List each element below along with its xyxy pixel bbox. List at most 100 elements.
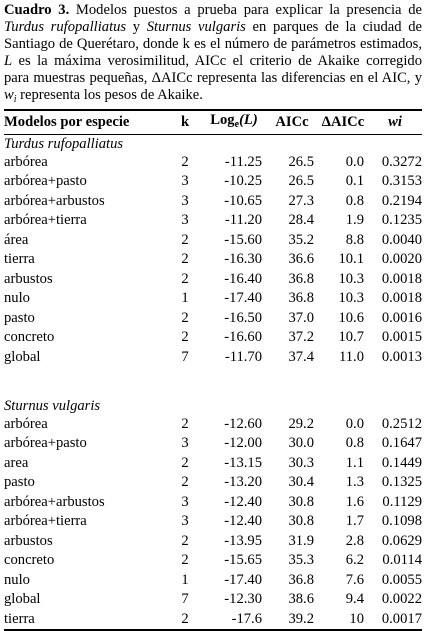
cell-daicc: 10.7 (338, 329, 364, 346)
cell-wi: 0.1449 (381, 454, 422, 471)
group-spacer (4, 367, 422, 397)
cell-aicc: 26.5 (288, 154, 314, 170)
cell-daicc: 0.0 (345, 154, 364, 170)
cell-log: -12.30 (224, 591, 262, 608)
cell-model: arbórea+tierra (4, 212, 87, 229)
species-name: Turdus rufopalliatus (4, 136, 124, 152)
table-row: área 2 -15.60 35.2 8.8 0.0040 (4, 231, 422, 250)
cell-model: area (4, 454, 29, 471)
cell-k: 2 (181, 270, 189, 287)
header-row: Modelos por especie k Loge(L) AICc ΔAICc… (4, 109, 422, 135)
cell-daicc: 1.3 (345, 474, 364, 491)
cell-daicc: 10.3 (338, 270, 364, 287)
cell-wi: 0.0055 (381, 571, 422, 588)
cell-log: -15.65 (224, 552, 262, 569)
cell-daicc: 11.0 (339, 348, 364, 365)
cell-log: -10.25 (224, 173, 262, 190)
cell-model: concreto (4, 552, 55, 569)
table-row: tierra 2 -16.30 36.6 10.1 0.0020 (4, 250, 422, 269)
cell-wi: 0.0017 (368, 609, 422, 631)
cell-daicc: 1.6 (345, 493, 364, 510)
cell-model: pasto (4, 474, 35, 491)
cell-aicc: 37.2 (288, 329, 314, 346)
cell-wi: 0.2512 (381, 415, 422, 432)
cell-model: arbórea (4, 415, 48, 432)
cell-log: -13.95 (224, 532, 262, 549)
cell-log: -17.40 (224, 571, 262, 588)
cell-model: área (4, 231, 29, 248)
cell-aicc: 29.2 (288, 415, 314, 432)
cell-aicc: 30.8 (288, 513, 314, 530)
species-name: Turdus rufopalliatus (4, 19, 127, 35)
table-row: pasto 2 -16.50 37.0 10.6 0.0016 (4, 309, 422, 328)
cell-log: -11.25 (224, 154, 262, 170)
cell-model: nulo (4, 571, 30, 588)
cell-k: 3 (181, 493, 189, 510)
cell-daicc: 0.0 (345, 415, 364, 432)
cell-log: -11.20 (224, 212, 262, 229)
species-group-header: Turdus rufopalliatus (4, 135, 422, 154)
cell-model: pasto (4, 309, 35, 326)
header-k: k (168, 109, 202, 135)
cell-log: -10.65 (224, 192, 262, 209)
header-model: Modelos por especie (4, 109, 168, 135)
cell-daicc: 0.1 (345, 173, 364, 190)
cell-wi: 0.0040 (381, 231, 422, 248)
cell-k: 7 (181, 591, 189, 608)
cell-k: 3 (181, 192, 189, 209)
table-body: Turdus rufopalliatus arbórea 2 -11.25 26.5 0.… (4, 135, 422, 631)
cell-log: -13.20 (224, 474, 262, 491)
cell-wi: 0.1098 (381, 513, 422, 530)
cell-wi: 0.1647 (381, 435, 422, 452)
cell-wi: 0.0018 (381, 270, 422, 287)
cell-k: 2 (181, 251, 189, 268)
cell-daicc: 10 (318, 609, 368, 631)
cell-daicc: 9.4 (345, 591, 364, 608)
cell-k: 2 (181, 154, 189, 170)
cell-log: -12.40 (224, 513, 262, 530)
cell-log: -11.70 (224, 348, 262, 365)
table-row: arbórea 2 -12.60 29.2 0.0 0.2512 (4, 415, 422, 434)
cell-daicc: 1.9 (345, 212, 364, 229)
cell-wi: 0.3272 (381, 154, 422, 170)
cell-aicc: 30.3 (288, 454, 314, 471)
cell-aicc: 26.5 (288, 173, 314, 190)
cell-daicc: 2.8 (345, 532, 364, 549)
cell-daicc: 6.2 (345, 552, 364, 569)
cell-log: -15.60 (224, 231, 262, 248)
cell-wi: 0.3153 (381, 173, 422, 190)
cell-k: 1 (181, 290, 189, 307)
header-aicc: AICc (266, 109, 318, 135)
cell-aicc: 37.4 (288, 348, 314, 365)
cell-model: arbórea+pasto (4, 173, 87, 190)
cell-k: 3 (181, 435, 189, 452)
cell-wi: 0.0114 (382, 552, 422, 569)
cell-wi: 0.0018 (381, 290, 422, 307)
cell-daicc: 0.8 (345, 435, 364, 452)
table-row: arbórea 2 -11.25 26.5 0.0 0.3272 (4, 153, 422, 172)
cell-model: arbórea+tierra (4, 513, 87, 530)
cell-aicc: 39.2 (266, 609, 318, 631)
table-row: pasto 2 -13.20 30.4 1.3 0.1325 (4, 473, 422, 492)
cell-model: tierra (4, 251, 35, 268)
cell-aicc: 36.8 (288, 571, 314, 588)
cell-aicc: 36.8 (288, 290, 314, 307)
cell-aicc: 30.0 (288, 435, 314, 452)
species-group-header: Sturnus vulgaris (4, 397, 422, 415)
cell-log: -12.40 (224, 493, 262, 510)
cell-k: 3 (181, 173, 189, 190)
cell-log: -13.15 (224, 454, 262, 471)
cell-wi: 0.0020 (381, 251, 422, 268)
cell-daicc: 10.3 (338, 290, 364, 307)
cell-k: 2 (181, 415, 189, 432)
cell-k: 2 (181, 552, 189, 569)
cell-model: global (4, 348, 41, 365)
cell-aicc: 37.0 (288, 309, 314, 326)
cell-daicc: 1.7 (345, 513, 364, 530)
cell-model: tierra (4, 609, 168, 631)
cell-aicc: 31.9 (288, 532, 314, 549)
cell-aicc: 35.2 (288, 231, 314, 248)
cell-model: arbórea (4, 154, 48, 170)
caption-label: Cuadro 3. (4, 2, 70, 18)
species-name: Sturnus vulgaris (146, 19, 246, 35)
